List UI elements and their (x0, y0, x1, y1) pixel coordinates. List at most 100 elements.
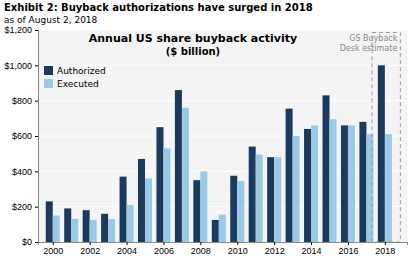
bars (46, 65, 392, 242)
x-tick: 2016 (338, 242, 358, 256)
x-tick-mark (274, 242, 275, 245)
header: Exhibit 2: Buyback authorizations have s… (4, 2, 313, 13)
bar (267, 157, 274, 242)
bar (385, 134, 392, 242)
bar (378, 65, 385, 242)
bar (341, 125, 348, 242)
bar (256, 155, 263, 242)
legend-swatch (44, 66, 53, 75)
y-tick: $800 (12, 96, 38, 106)
estimate-label-line: GS Buyback (349, 34, 397, 43)
bar (200, 171, 207, 242)
x-tick-label: 2006 (154, 246, 174, 256)
y-tick-mark (35, 65, 38, 66)
grid (38, 30, 407, 242)
bar (83, 210, 90, 242)
x-tick: 2006 (154, 242, 174, 256)
y-tick-label: $0 (22, 237, 32, 247)
x-tick: 2000 (43, 242, 63, 256)
title: Annual US share buyback activity (89, 32, 297, 45)
x-tick-label: 2016 (338, 246, 358, 256)
x-tick-mark (311, 242, 312, 245)
x-tick-label: 2008 (191, 246, 211, 256)
plot: GS BuybackDesk estimate20002002200420062… (4, 25, 407, 256)
x-tick-label: 2018 (375, 246, 395, 256)
y-tick-label: $200 (12, 202, 32, 212)
legend-swatch (44, 79, 53, 88)
x-axis: 2000 2002 2004 2006 2008 2010 2012 2014 2016 2018 (39, 242, 408, 256)
bar (330, 119, 337, 242)
y-tick-label: $800 (12, 96, 32, 106)
bar (293, 136, 300, 242)
x-tick: 2014 (302, 242, 322, 256)
bar (90, 220, 97, 242)
plot-background (38, 30, 407, 242)
bar (322, 95, 329, 242)
x-tick-mark (385, 242, 386, 245)
x-tick-mark (127, 242, 128, 245)
y-axis-line (35, 31, 39, 243)
y-tick-label: $1,200 (4, 25, 32, 35)
bar (286, 109, 293, 242)
grid-line (38, 30, 407, 31)
x-tick: 2018 (375, 242, 395, 256)
y-axis: $0 $200 $400 $600 $800 $1,000 $1,200 (4, 25, 38, 247)
y-tick: $1,000 (4, 61, 38, 71)
bar (212, 220, 219, 242)
bar (101, 214, 108, 242)
x-tick-mark (163, 242, 164, 245)
bar (219, 215, 226, 242)
y-tick-mark (35, 207, 38, 208)
y-tick-label: $400 (12, 167, 32, 177)
y-tick: $200 (12, 202, 38, 212)
bar (163, 148, 170, 242)
x-tick-mark (53, 242, 54, 245)
bar (230, 176, 237, 242)
bar (359, 122, 366, 242)
bar (175, 90, 182, 242)
bar (71, 219, 78, 242)
legend-item: Authorized (44, 66, 106, 76)
x-tick-mark (237, 242, 238, 245)
y-tick-mark (35, 136, 38, 137)
x-tick-label: 2000 (43, 246, 63, 256)
bar (53, 216, 60, 243)
series (46, 65, 385, 242)
x-tick-mark (90, 242, 91, 245)
series (53, 108, 392, 242)
x-tick-label: 2012 (265, 246, 285, 256)
y-tick-label: $600 (12, 131, 32, 141)
x-tick: 2012 (265, 242, 285, 256)
header-date: as of August 2, 2018 (4, 15, 98, 25)
legend-label: Authorized (57, 66, 106, 76)
y-tick-mark (35, 30, 38, 31)
bar (64, 208, 71, 242)
y-tick: $400 (12, 167, 38, 177)
x-tick-label: 2002 (80, 246, 100, 256)
y-tick-mark (35, 171, 38, 172)
legend-label: Executed (57, 79, 99, 89)
bar (348, 125, 355, 242)
bar (193, 180, 200, 242)
y-tick: $1,200 (4, 25, 38, 35)
x-tick-label: 2004 (117, 246, 137, 256)
bar (156, 127, 163, 242)
bar (108, 219, 115, 242)
estimate-label-line: Desk estimate (340, 44, 398, 53)
bar (304, 129, 311, 242)
bar (311, 125, 318, 242)
legend: Authorized Executed (44, 66, 106, 89)
subtitle: ($ billion) (166, 46, 220, 57)
y-tick-mark (35, 242, 38, 243)
chart: Exhibit 2: Buyback authorizations have s… (0, 0, 415, 260)
bar (274, 157, 281, 242)
estimate-box (372, 33, 400, 242)
x-tick: 2010 (228, 242, 248, 256)
bar (182, 108, 189, 242)
bar (127, 205, 134, 242)
bar (145, 178, 152, 242)
bar (46, 201, 53, 242)
x-tick: 2004 (117, 242, 137, 256)
estimate-label: GS BuybackDesk estimate (340, 34, 398, 53)
legend-item: Executed (44, 79, 99, 89)
